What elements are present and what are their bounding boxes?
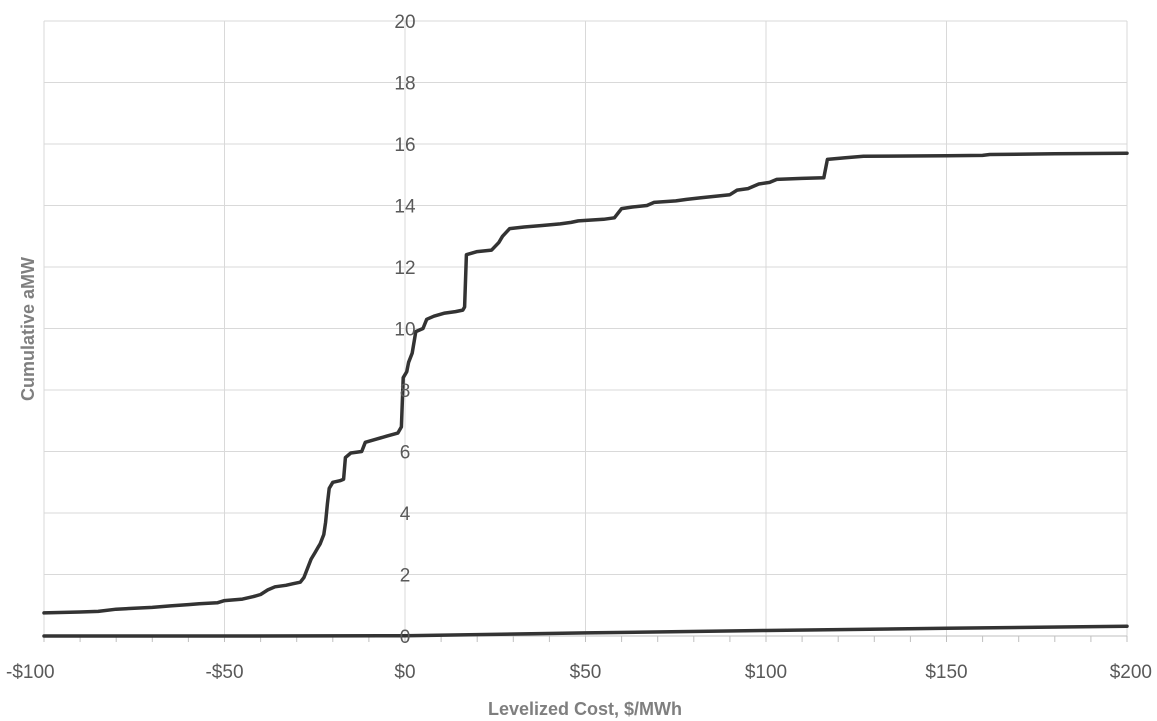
x-tick-label: $200	[1110, 662, 1152, 683]
y-tick-label: 18	[394, 74, 415, 95]
y-tick-label: 14	[394, 197, 416, 218]
x-axis-title: Levelized Cost, $/MWh	[488, 699, 682, 719]
x-tick-labels: -$100 -$50 $0 $50 $100 $150 $200	[6, 662, 1152, 683]
y-tick-label: 2	[400, 566, 411, 587]
x-tick-label: $0	[394, 662, 415, 683]
series-line-2	[42, 624, 1129, 638]
x-tick-label: -$50	[205, 662, 243, 683]
minor-ticks	[43, 636, 1128, 642]
gridlines	[43, 20, 1128, 636]
y-tick-label: 12	[394, 258, 415, 279]
x-tick-label: $150	[925, 662, 967, 683]
y-tick-label: 20	[394, 12, 415, 33]
y-tick-labels: 0 2 4 6 8 10 12 14 16 18 20	[394, 12, 416, 648]
y-tick-label: 16	[394, 135, 415, 156]
y-tick-label: 4	[400, 504, 411, 525]
x-tick-label: -$100	[6, 662, 55, 683]
x-tick-label: $100	[745, 662, 787, 683]
y-tick-label: 8	[400, 381, 411, 402]
x-tick-label: $50	[570, 662, 602, 683]
series-layer	[42, 151, 1129, 638]
series-line-1	[42, 151, 1129, 615]
y-tick-label: 0	[400, 627, 411, 648]
y-axis-title: Cumulative aMW	[18, 257, 38, 401]
y-tick-label: 10	[394, 320, 415, 341]
y-tick-label: 6	[400, 443, 411, 464]
